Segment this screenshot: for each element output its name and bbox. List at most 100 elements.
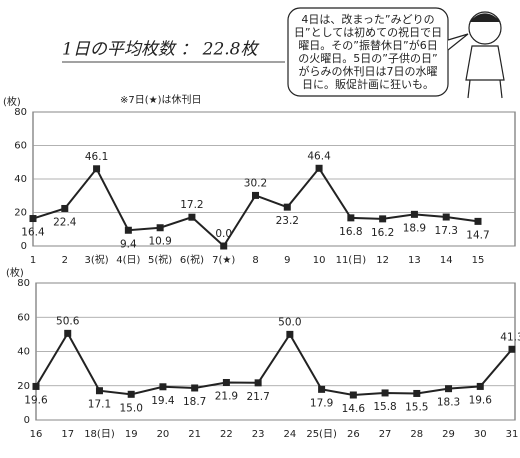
value-label: 50.0 [278,316,301,328]
x-tick-label: 17 [61,429,74,440]
x-tick-label: 29 [442,429,455,440]
y-tick-label: 80 [17,278,30,289]
marker [379,215,387,223]
y-tick-label: 20 [14,208,27,219]
value-label: 21.7 [246,391,269,403]
marker [508,345,516,353]
bubble-line: 曜日。その”振替休日”が6日 [298,38,437,52]
x-tick-label: 5(祝) [148,253,172,266]
y-axis-label: (枚) [3,95,21,108]
y-tick-label: 60 [14,141,27,152]
marker [283,203,291,211]
value-label: 19.6 [24,394,48,406]
x-tick-label: 6(祝) [180,253,204,266]
character [465,11,505,99]
marker [32,382,40,390]
note: ※7日(★)は休刊日 [120,94,202,106]
x-tick-label: 3(祝) [84,253,108,266]
x-tick-label: 26 [347,429,360,440]
marker [474,217,482,225]
x-tick-label: 27 [379,429,392,440]
value-label: 18.7 [183,396,206,408]
x-tick-label: 8 [252,255,258,266]
y-tick-label: 80 [14,107,27,118]
marker [445,385,453,393]
x-tick-label: 21 [188,429,201,440]
bubble-text: 4日は、改まった”みどりの日”としては初めての祝日で日曜日。その”振替休日”が6… [294,12,442,91]
x-tick-label: 30 [474,429,487,440]
x-tick-label: 20 [157,429,170,440]
marker [318,385,326,393]
bubble-line: の火曜日。5日の”子供の日” [298,51,437,65]
value-label: 18.3 [437,397,460,409]
marker [349,391,357,399]
marker [159,383,167,391]
value-label: 17.9 [310,397,333,409]
bubble-line: 日に。販促計画に狂いも。 [302,77,434,91]
x-tick-label: 24 [283,429,296,440]
x-tick-label: 13 [408,255,421,266]
speech-bubble [287,7,449,97]
value-label: 18.9 [403,222,426,234]
y-tick-label: 20 [17,381,30,392]
value-label: 17.3 [435,225,458,237]
value-label: 22.4 [53,216,77,228]
value-label: 14.7 [466,229,489,241]
marker [124,226,132,234]
value-label: 16.4 [21,227,45,239]
marker [286,330,294,338]
marker [410,210,418,218]
y-axis-label: (枚) [6,266,24,279]
value-label: 41.3 [500,331,520,343]
x-tick-label: 23 [252,429,265,440]
data-line [35,331,513,397]
bubble-tail [447,33,469,51]
value-label: 19.6 [469,394,493,406]
marker [29,215,37,223]
marker [222,378,230,386]
marker [156,224,164,232]
value-label: 17.1 [88,399,111,411]
x-tick-label: 31 [506,429,519,440]
marker [315,164,323,172]
x-tick-label: 9 [284,255,290,266]
marker [127,390,135,398]
value-label: 23.2 [276,215,299,227]
bubble-line: がらみの休刊日は7日の水曜 [299,64,438,78]
x-tick-label: 11(日) [336,255,367,266]
y-tick-label: 0 [24,415,30,426]
y-tick-label: 0 [21,241,27,252]
value-label: 50.6 [56,315,80,327]
marker [61,204,69,212]
value-label: 30.2 [244,177,267,189]
marker [95,387,103,395]
x-tick-label: 19 [125,429,138,440]
value-label: 16.2 [371,227,394,239]
x-tick-label: 7(★) [212,255,235,266]
bubble-line: 日”としては初めての祝日で日 [294,25,442,39]
marker [476,382,484,390]
marker [93,165,101,173]
marker [252,191,259,199]
marker [381,389,389,397]
x-tick-label: 14 [440,255,453,266]
y-tick-label: 40 [14,174,27,185]
x-tick-label: 10 [313,255,326,266]
marker [220,242,228,250]
x-tick-label: 1 [30,255,36,266]
marker [413,389,421,397]
marker [188,213,196,221]
value-label: 9.4 [120,238,137,250]
y-tick-label: 40 [17,347,30,358]
chart-title: 1日の平均枚数 ： 22.8枚 [62,40,259,60]
value-label: 17.2 [180,199,203,211]
value-label: 16.8 [339,226,362,238]
x-tick-label: 22 [220,429,233,440]
y-tick-label: 60 [17,312,30,323]
x-tick-label: 4(日) [116,255,140,266]
value-label: 15.5 [405,401,428,413]
value-label: 21.9 [215,390,238,402]
marker [254,379,262,387]
value-label: 46.1 [85,151,108,163]
